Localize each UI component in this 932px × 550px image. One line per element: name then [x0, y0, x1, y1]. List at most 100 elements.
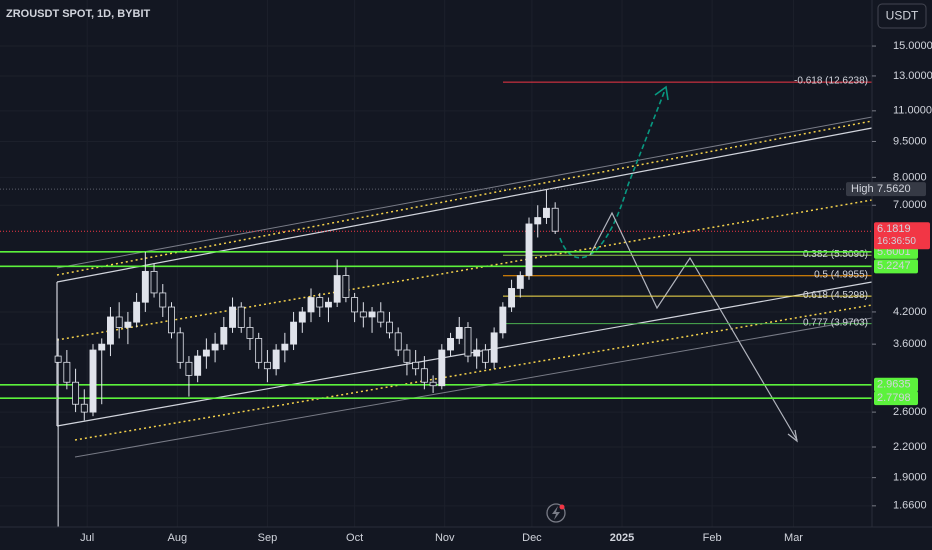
candle-body — [551, 207, 559, 232]
candle-body — [455, 327, 463, 339]
candle-body — [168, 306, 175, 334]
y-tick-label: 15.0000 — [893, 40, 932, 52]
x-tick-label: Mar — [784, 532, 803, 544]
level-price-label: 2.9635 — [877, 379, 911, 391]
candle-body — [246, 327, 254, 339]
y-tick-label: 1.6600 — [893, 500, 927, 512]
candle-body — [481, 349, 489, 363]
last-price-label: 6.1819 — [877, 223, 911, 235]
channel-line — [56, 281, 873, 427]
candle-body — [124, 321, 132, 328]
arrow-head — [787, 429, 798, 443]
arrow-head — [654, 85, 669, 101]
y-tick-label: 8.0000 — [893, 171, 927, 183]
candle-body — [80, 403, 88, 413]
candle-body — [316, 297, 324, 308]
countdown-label: 16:36:50 — [877, 236, 916, 247]
candle-body — [525, 223, 533, 276]
candle-body — [333, 275, 341, 303]
candle-body — [220, 327, 228, 345]
x-tick-label: Aug — [168, 532, 188, 544]
fib-label: -0.618 (12.6238) — [794, 76, 868, 87]
y-tick-label: 7.0000 — [893, 199, 927, 211]
currency-button[interactable] — [877, 3, 927, 29]
candle-body — [176, 332, 184, 363]
candle-body — [263, 361, 271, 370]
candle-body — [185, 361, 193, 376]
candle-body — [281, 343, 289, 351]
grid — [0, 0, 872, 527]
candle-body — [98, 343, 106, 351]
candle-body — [325, 301, 332, 308]
high-label: High — [851, 183, 874, 195]
candle-body — [237, 306, 245, 328]
candle-body — [447, 338, 454, 351]
y-tick-label: 2.6000 — [893, 406, 927, 418]
candle-body — [377, 311, 385, 323]
y-tick-label: 2.2000 — [893, 441, 927, 453]
candle-body — [403, 349, 411, 363]
candle-body — [202, 349, 210, 357]
candle-body — [72, 381, 80, 405]
last-price-box — [874, 222, 930, 250]
level-price-box — [874, 259, 918, 274]
currency-label[interactable]: USDT — [886, 9, 919, 23]
symbol-title: ZROUSDT SPOT, 1D, BYBIT — [6, 8, 151, 20]
candle-body — [307, 297, 315, 313]
fib-label: 0.5 (4.9955) — [814, 269, 868, 280]
level-price-box — [874, 391, 918, 406]
projection-zigzag — [589, 211, 798, 441]
candle-body — [141, 270, 149, 303]
candle-body — [194, 355, 202, 376]
candle-body — [298, 311, 306, 323]
x-tick-label: Jul — [80, 532, 94, 544]
x-tick-label: Feb — [703, 532, 722, 544]
high-value-label: 7.5620 — [877, 183, 911, 195]
level-price-label: 5.2247 — [877, 260, 911, 272]
candle-body — [368, 311, 376, 318]
y-tick-label: 1.9000 — [893, 472, 927, 484]
candle-body — [473, 349, 481, 357]
fib-label: 0.777 (3.9703) — [803, 317, 868, 328]
candle-body — [464, 327, 472, 357]
candle-body — [499, 306, 507, 334]
candle-body — [159, 292, 167, 308]
y-tick-label: 4.2000 — [893, 306, 927, 318]
x-tick-label: 2025 — [610, 532, 634, 544]
x-tick-label: Nov — [435, 532, 455, 544]
candle-body — [133, 301, 141, 323]
fib-label: 0.382 (5.5090) — [803, 249, 868, 260]
level-price-label: 2.7798 — [877, 392, 911, 404]
candle-body — [89, 349, 97, 413]
channel-dotted — [56, 120, 873, 276]
candle-body — [420, 368, 428, 383]
y-tick-label: 11.0000 — [893, 105, 932, 117]
candle-body — [508, 288, 516, 308]
event-dot — [559, 504, 565, 510]
y-tick-label: 9.5000 — [893, 135, 927, 147]
candle-body — [516, 275, 524, 289]
candle-body — [394, 332, 402, 351]
event-icon-bolt — [552, 506, 560, 520]
candle-body — [107, 316, 114, 345]
candle-body — [534, 217, 542, 225]
high-box — [846, 182, 926, 197]
channel-line — [56, 116, 873, 269]
candle-body — [386, 321, 393, 334]
y-tick-label: 13.0000 — [893, 70, 932, 82]
candle-body — [115, 316, 123, 328]
candle-body — [150, 270, 158, 294]
channel-line — [56, 127, 873, 283]
candle-body — [490, 332, 498, 363]
level-price-box — [874, 377, 918, 392]
candle-body — [543, 207, 550, 218]
candle-body — [429, 381, 437, 387]
candle-body — [290, 321, 298, 345]
event-icon[interactable] — [546, 503, 566, 523]
candle-body — [359, 311, 367, 318]
x-tick-label: Sep — [258, 532, 278, 544]
candle-body — [412, 361, 420, 370]
axes: 15.0000 13.0000 11.0000 9.5000 8.0000 7.0000 4… — [80, 40, 932, 544]
candles — [54, 189, 559, 527]
